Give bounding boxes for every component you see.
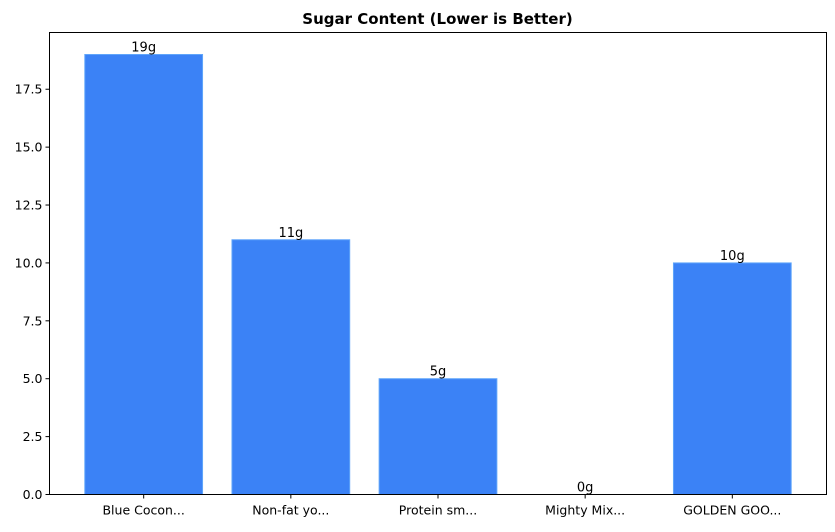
data-label: 10g — [720, 249, 745, 264]
bar — [84, 54, 204, 495]
y-tick-label: 15.0 — [15, 140, 43, 155]
chart-title: Sugar Content (Lower is Better) — [302, 10, 572, 28]
bar — [672, 262, 792, 495]
y-tick-label: 5.0 — [23, 371, 43, 386]
x-tick-label: Protein sm... — [399, 503, 477, 518]
bar — [231, 239, 351, 495]
y-tick-label: 12.5 — [15, 198, 43, 213]
bar — [378, 378, 498, 496]
y-tick-label: 0.0 — [23, 487, 43, 502]
y-tick-label: 2.5 — [23, 429, 43, 444]
y-tick-label: 7.5 — [23, 313, 43, 328]
plot-frame — [49, 32, 827, 495]
x-tick-label: Mighty Mix... — [545, 503, 625, 518]
x-tick-label: GOLDEN GOO... — [683, 503, 781, 518]
data-label: 5g — [430, 365, 447, 380]
data-label: 19g — [131, 41, 156, 56]
data-label: 0g — [577, 481, 594, 496]
data-label: 11g — [278, 226, 303, 241]
y-tick-label: 10.0 — [15, 255, 43, 270]
y-tick-label: 17.5 — [15, 82, 43, 97]
x-tick-label: Blue Cocon... — [102, 503, 184, 518]
x-tick-label: Non-fat yo... — [252, 503, 329, 518]
